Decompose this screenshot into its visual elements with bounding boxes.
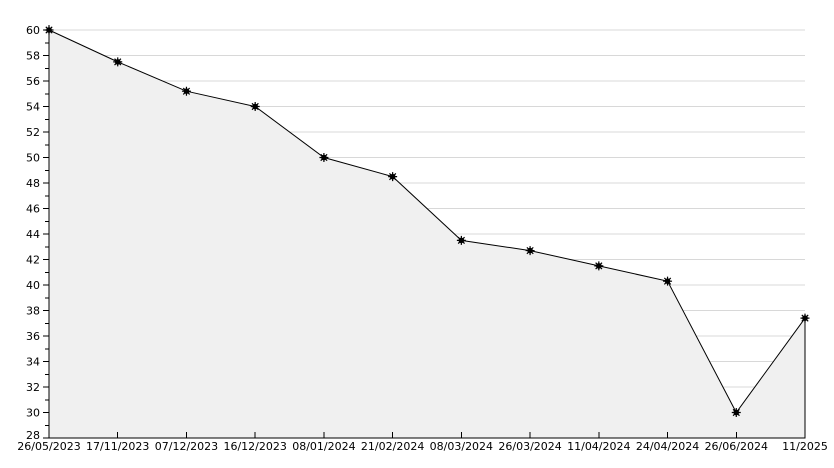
data-point-marker [731,408,741,417]
x-axis-label: 07/12/2023 [155,440,218,453]
data-point-marker [525,246,535,256]
x-axis-label: 26/03/2024 [498,440,561,453]
y-axis-label: 32 [26,381,40,394]
data-point-marker [250,102,260,111]
x-axis-label: 11/2025 [782,440,828,453]
data-point-marker [800,313,810,323]
marker-dot [321,154,327,161]
x-axis-label: 08/03/2024 [430,440,493,453]
marker-dot [527,247,533,254]
marker-dot [389,173,396,180]
marker-dot [458,237,465,244]
y-axis-label: 50 [26,152,40,165]
x-axis-label: 26/06/2024 [705,440,768,453]
marker-dot [596,263,602,269]
y-axis-label: 56 [26,75,40,88]
marker-dot [733,409,740,416]
x-axis-label: 21/02/2024 [361,440,424,453]
y-axis-label: 34 [26,356,40,369]
y-axis-label: 46 [26,203,40,216]
data-point-marker [456,235,466,245]
y-axis-label: 54 [26,101,40,114]
data-point-marker [319,153,329,162]
x-axis-label: 24/04/2024 [636,440,699,453]
marker-dot [46,27,52,33]
y-axis-label: 30 [26,407,40,420]
y-axis-label: 36 [26,330,40,343]
x-axis-label: 26/05/2023 [17,440,80,453]
y-axis-label: 40 [26,279,40,292]
data-point-marker [44,25,54,35]
x-axis-label: 08/01/2024 [292,440,355,453]
x-axis-label: 11/04/2024 [567,440,630,453]
data-point-marker [663,276,673,286]
data-point-marker [113,57,123,67]
marker-dot [183,88,190,94]
y-axis-label: 60 [26,24,40,37]
marker-dot [114,59,121,65]
y-axis-label: 58 [26,50,40,63]
y-axis-label: 52 [26,126,40,139]
marker-dot [664,278,671,284]
data-point-marker [594,261,604,271]
marker-dot [802,315,808,321]
data-point-marker [181,86,191,96]
x-axis-label: 17/11/2023 [86,440,149,453]
y-axis-label: 28 [26,429,40,442]
y-axis-label: 38 [26,305,40,318]
y-axis-label: 44 [26,228,40,241]
y-axis-label: 42 [26,254,40,267]
marker-dot [252,103,258,110]
x-axis-label: 16/12/2023 [223,440,286,453]
data-point-marker [388,172,398,182]
y-axis-label: 48 [26,177,40,190]
